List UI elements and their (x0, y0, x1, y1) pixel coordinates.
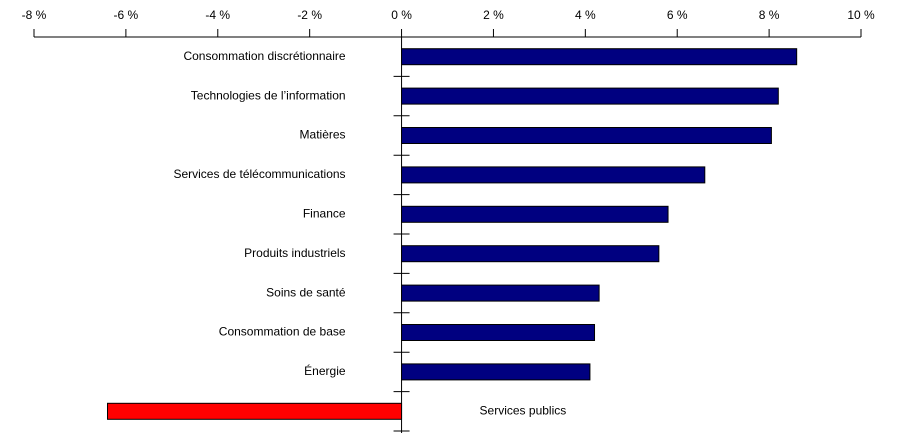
x-tick-label: -4 % (205, 8, 230, 22)
bar (401, 324, 596, 341)
bar (401, 245, 660, 263)
x-tick-label: -8 % (22, 8, 47, 22)
category-label: Consommation discrétionnaire (183, 49, 345, 63)
x-tick-label: 4 % (575, 8, 596, 22)
bar (401, 363, 591, 381)
category-label: Énergie (304, 363, 346, 378)
category-label: Services de télécommunications (173, 167, 345, 181)
x-tick-label: 8 % (759, 8, 780, 22)
bar (401, 48, 798, 66)
category-label: Matières (300, 128, 346, 142)
x-tick-label: 10 % (847, 8, 875, 22)
x-tick-label: 2 % (483, 8, 504, 22)
category-label: Technologies de l’information (191, 88, 346, 102)
category-label: Produits industriels (244, 246, 345, 260)
x-tick-label: 0 % (391, 8, 412, 22)
bar (401, 127, 772, 144)
bar (107, 402, 403, 420)
x-tick-label: 6 % (667, 8, 688, 22)
bar (401, 166, 706, 184)
category-label: Finance (303, 206, 346, 220)
category-label: Soins de santé (266, 285, 346, 299)
bar (401, 87, 779, 105)
category-label: Services publics (480, 403, 567, 417)
bar (401, 284, 600, 302)
category-label: Consommation de base (219, 325, 346, 339)
x-tick-label: -2 % (297, 8, 322, 22)
x-tick-label: -6 % (114, 8, 139, 22)
bar (401, 205, 669, 223)
